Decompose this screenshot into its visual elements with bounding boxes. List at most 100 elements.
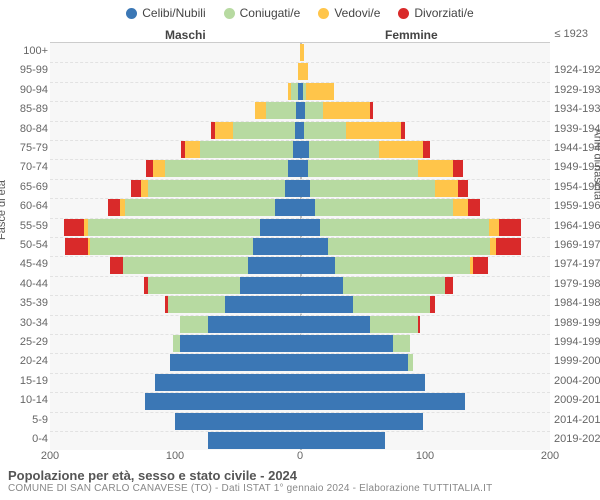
seg-celibi [300, 354, 408, 371]
legend-label: Celibi/Nubili [142, 6, 205, 20]
seg-coniugati [123, 257, 248, 274]
header-female: Femmine [385, 28, 438, 42]
age-row [50, 121, 550, 140]
seg-vedovi [379, 141, 423, 158]
xtick: 100 [166, 450, 184, 462]
bar-male [255, 102, 300, 119]
seg-divorziati [401, 122, 405, 139]
bar-male [170, 354, 300, 371]
bar-male [146, 160, 300, 177]
seg-divorziati [458, 180, 468, 197]
bar-male [173, 335, 301, 352]
age-row [50, 159, 550, 178]
ylabel-birth: 2019-2023 [554, 433, 600, 445]
bar-female [300, 63, 308, 80]
legend-label: Vedovi/e [334, 6, 380, 20]
seg-celibi [260, 219, 300, 236]
ylabel-birth: 1949-1953 [554, 161, 600, 173]
bar-male [180, 316, 300, 333]
ylabel-age: 0-4 [2, 433, 48, 445]
seg-coniugati [304, 122, 347, 139]
bar-male [65, 238, 300, 255]
xtick: 0 [297, 450, 303, 462]
seg-divorziati [453, 160, 463, 177]
ylabel-birth: 1969-1973 [554, 239, 600, 251]
bar-male [110, 257, 300, 274]
ylabel-birth: 1939-1943 [554, 123, 600, 135]
pyramid-chart: Celibi/NubiliConiugati/eVedovi/eDivorzia… [0, 0, 600, 500]
seg-vedovi [215, 122, 233, 139]
ylabel-age: 75-79 [2, 142, 48, 154]
ylabel-age: 5-9 [2, 414, 48, 426]
seg-divorziati [131, 180, 141, 197]
bar-female [300, 413, 423, 430]
seg-coniugati [305, 102, 323, 119]
seg-divorziati [473, 257, 488, 274]
seg-celibi [180, 335, 300, 352]
seg-coniugati [88, 219, 261, 236]
seg-divorziati [468, 199, 481, 216]
ylabel-age: 55-59 [2, 220, 48, 232]
bar-female [300, 160, 463, 177]
bar-female [300, 219, 521, 236]
bar-female [300, 316, 420, 333]
seg-divorziati [110, 257, 123, 274]
seg-divorziati [423, 141, 431, 158]
ylabel-birth: 2014-2018 [554, 414, 600, 426]
ylabel-birth: 2004-2008 [554, 375, 600, 387]
xtick: 200 [41, 450, 59, 462]
seg-divorziati [64, 219, 84, 236]
age-row [50, 392, 550, 411]
chart-title: Popolazione per età, sesso e stato civil… [8, 468, 492, 483]
age-row [50, 140, 550, 159]
seg-celibi [300, 432, 385, 449]
bar-female [300, 335, 410, 352]
bar-male [155, 374, 300, 391]
xtick: 200 [541, 450, 559, 462]
bar-female [300, 180, 468, 197]
header-birth-hint: ≤ 1923 [554, 28, 588, 40]
xtick: 100 [416, 450, 434, 462]
ylabel-age: 35-39 [2, 297, 48, 309]
seg-vedovi [185, 141, 200, 158]
age-row [50, 43, 550, 62]
seg-celibi [225, 296, 300, 313]
seg-coniugati [173, 335, 181, 352]
seg-vedovi [323, 102, 371, 119]
seg-celibi [208, 316, 301, 333]
ylabel-birth: 2009-2013 [554, 394, 600, 406]
bar-female [300, 374, 425, 391]
ylabel-age: 40-44 [2, 278, 48, 290]
bar-male [144, 277, 300, 294]
seg-celibi [300, 257, 335, 274]
seg-celibi [248, 257, 301, 274]
seg-coniugati [125, 199, 275, 216]
bar-female [300, 354, 413, 371]
seg-coniugati [315, 199, 453, 216]
seg-coniugati [353, 296, 431, 313]
seg-coniugati [328, 238, 491, 255]
bar-male [165, 296, 300, 313]
seg-coniugati [335, 257, 470, 274]
seg-celibi [155, 374, 300, 391]
seg-celibi [253, 238, 301, 255]
age-row [50, 373, 550, 392]
ylabel-age: 100+ [2, 45, 48, 57]
ylabel-birth: 1964-1968 [554, 220, 600, 232]
legend: Celibi/NubiliConiugati/eVedovi/eDivorzia… [0, 6, 600, 20]
swatch-celibi [126, 8, 137, 19]
seg-divorziati [430, 296, 435, 313]
ylabel-age: 20-24 [2, 355, 48, 367]
ylabel-age: 85-89 [2, 103, 48, 115]
seg-divorziati [445, 277, 453, 294]
bar-male [211, 122, 300, 139]
seg-coniugati [168, 296, 226, 313]
bar-male [131, 180, 300, 197]
chart-subtitle: COMUNE DI SAN CARLO CANAVESE (TO) - Dati… [8, 483, 492, 494]
age-row [50, 353, 550, 372]
seg-coniugati [90, 238, 253, 255]
legend-item-divorziati: Divorziati/e [398, 6, 473, 20]
seg-divorziati [370, 102, 373, 119]
bar-female [300, 83, 334, 100]
seg-coniugati [343, 277, 446, 294]
